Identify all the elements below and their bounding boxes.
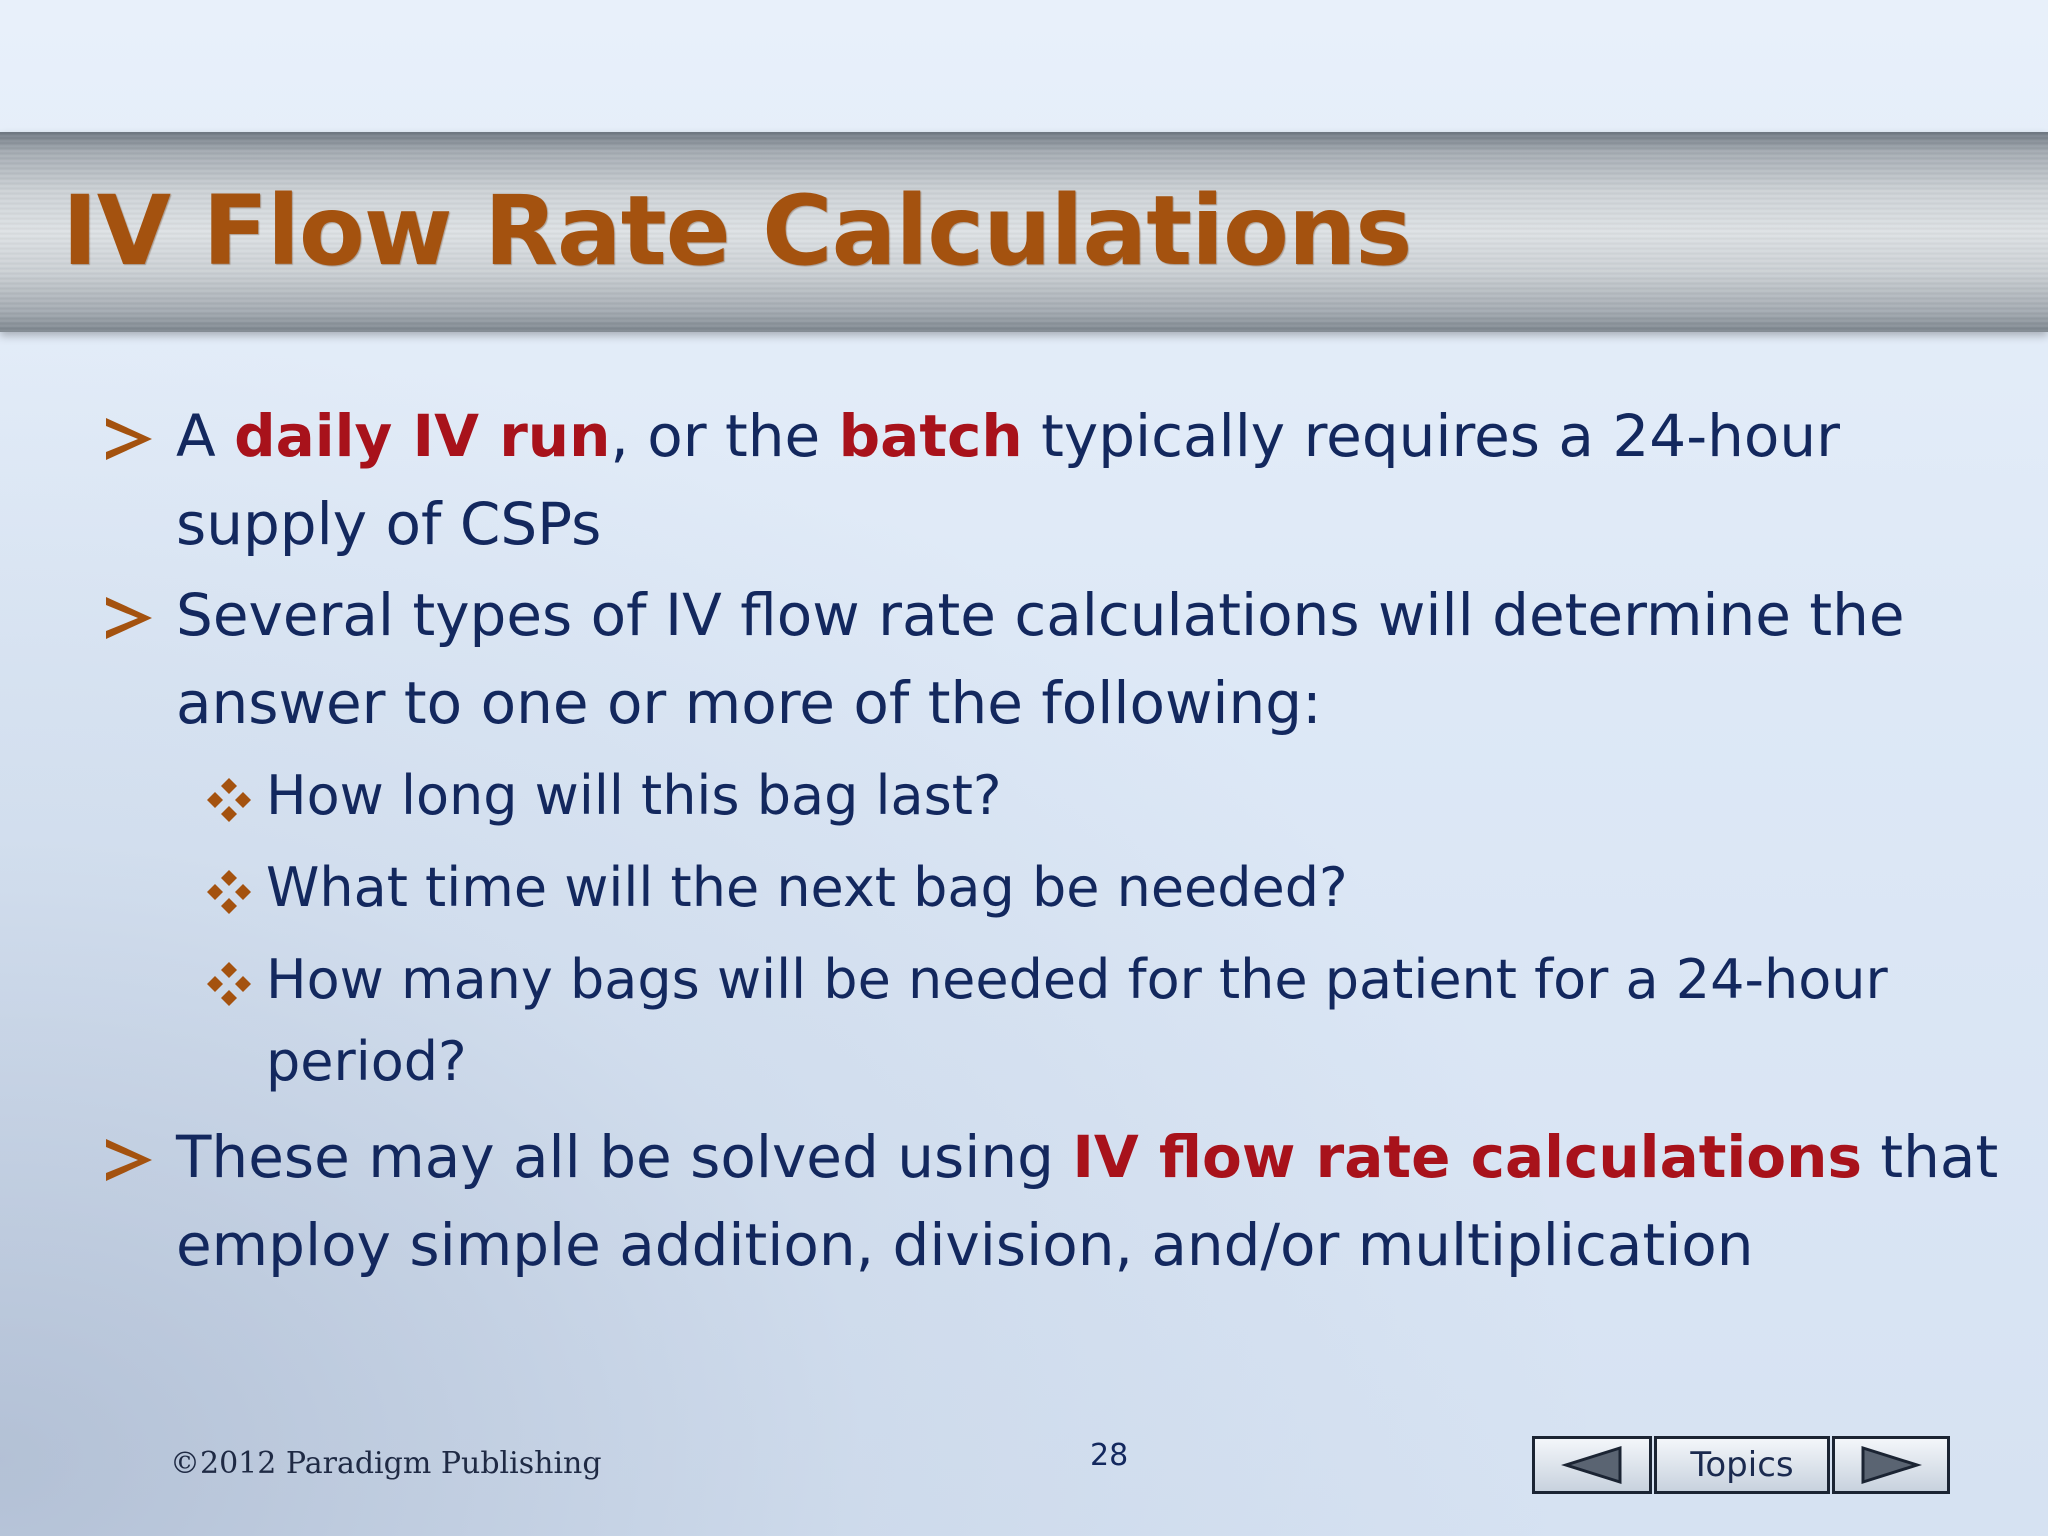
topics-button[interactable]: Topics [1654,1436,1830,1494]
title-bar-sheen [1348,132,2048,332]
bullet-text: that employ simple addition, division, a… [176,1123,1999,1279]
page-number: 28 [1090,1438,1129,1473]
highlighted-term: batch [838,402,1023,470]
highlighted-term: daily IV run [234,402,611,470]
bullet-text: How many bags will be needed for the pat… [266,948,1888,1093]
arrow-bullet-icon [106,1139,152,1181]
triangle-left-icon [1561,1445,1622,1485]
bullet-text: typically requires a 24-hour supply of C… [176,402,1840,558]
bullet-text: These may all be solved using [176,1123,1073,1191]
bullet-item: A daily IV run, or the batch typically r… [100,392,2000,568]
sub-bullet-item: How long will this bag last? [100,755,2000,837]
next-slide-button[interactable] [1832,1436,1950,1494]
diamond-bullet-icon [207,962,251,1006]
bullet-list: A daily IV run, or the batch typically r… [100,392,2000,1292]
arrow-bullet-icon [106,597,152,639]
highlighted-term: IV flow rate calculations [1072,1123,1862,1191]
bullet-text: , or the [610,402,839,470]
bullet-item: These may all be solved using IV flow ra… [100,1113,2000,1289]
triangle-right-icon [1861,1445,1922,1485]
copyright-notice: ©2012 Paradigm Publishing [170,1446,602,1481]
bullet-item: Several types of IV flow rate calculatio… [100,571,2000,747]
diamond-bullet-icon [207,778,251,822]
slide-title: IV Flow Rate Calculations [62,175,1412,287]
title-bar [0,132,2048,332]
bullet-text: How long will this bag last? [266,764,1002,827]
diamond-bullet-icon [207,870,251,914]
bullet-text: Several types of IV flow rate calculatio… [176,581,1905,737]
bullet-text: What time will the next bag be needed? [266,856,1348,919]
previous-slide-button[interactable] [1532,1436,1652,1494]
sub-bullet-item: What time will the next bag be needed? [100,847,2000,929]
bullet-text: A [176,402,235,470]
arrow-bullet-icon [106,418,152,460]
sub-bullet-item: How many bags will be needed for the pat… [100,939,2000,1103]
